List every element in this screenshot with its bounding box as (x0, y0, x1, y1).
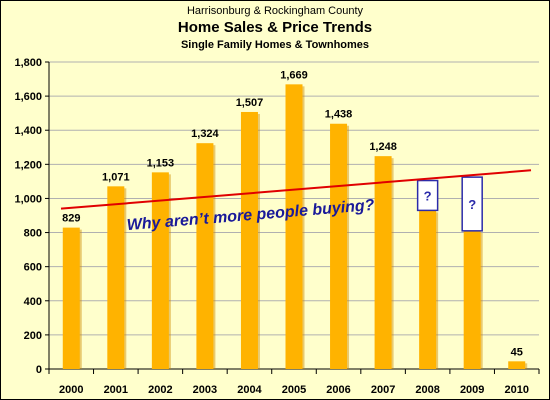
y-tick-label: 1,600 (14, 91, 42, 103)
bar (285, 84, 303, 370)
bar (62, 227, 80, 369)
x-tick-label: 2000 (59, 384, 83, 396)
x-tick-label: 2006 (326, 384, 350, 396)
x-tick-label: 2009 (460, 384, 484, 396)
data-label: 1,324 (191, 128, 219, 140)
unknown-marker-box (416, 179, 439, 212)
data-label: 45 (511, 346, 523, 358)
bar (419, 210, 437, 369)
bar (240, 111, 258, 369)
bar (330, 123, 348, 369)
bar (196, 143, 214, 369)
chart-supertitle: Harrisonburg & Rockingham County (186, 5, 364, 17)
bar (151, 172, 169, 369)
data-label: 1,669 (280, 69, 308, 81)
x-tick-label: 2008 (415, 384, 439, 396)
x-tick-label: 2010 (504, 384, 528, 396)
y-tick-label: 400 (24, 296, 42, 308)
bar (374, 156, 392, 369)
data-label: 1,071 (102, 171, 130, 183)
y-tick-label: 800 (24, 228, 42, 240)
y-tick-label: 1,400 (14, 125, 42, 137)
data-label: 1,438 (325, 109, 353, 121)
unknown-marker-label: ? (468, 197, 476, 212)
data-label: 1,153 (147, 157, 175, 169)
chart-subtitle: Single Family Homes & Townhomes (180, 39, 370, 51)
data-label: 1,507 (236, 97, 264, 109)
y-tick-label: 0 (36, 364, 42, 376)
data-label: 1,248 (369, 141, 397, 153)
y-tick-label: 200 (24, 330, 42, 342)
data-label: 829 (62, 213, 80, 225)
y-tick-label: 1,200 (14, 159, 42, 171)
bar (107, 186, 125, 369)
x-tick-label: 2003 (193, 384, 217, 396)
chart-title: Home Sales & Price Trends (177, 19, 373, 36)
x-tick-label: 2002 (148, 384, 172, 396)
x-tick-label: 2001 (104, 384, 128, 396)
trend-line (60, 169, 532, 210)
y-tick-label: 1,000 (14, 193, 42, 205)
unknown-marker-box (461, 176, 483, 232)
y-tick-label: 600 (24, 262, 42, 274)
bar (508, 361, 526, 369)
bar (463, 230, 481, 369)
x-tick-label: 2005 (282, 384, 306, 396)
x-tick-label: 2007 (371, 384, 395, 396)
unknown-marker-label: ? (424, 188, 432, 203)
y-tick-label: 1,800 (14, 57, 42, 69)
x-tick-label: 2004 (237, 384, 262, 396)
